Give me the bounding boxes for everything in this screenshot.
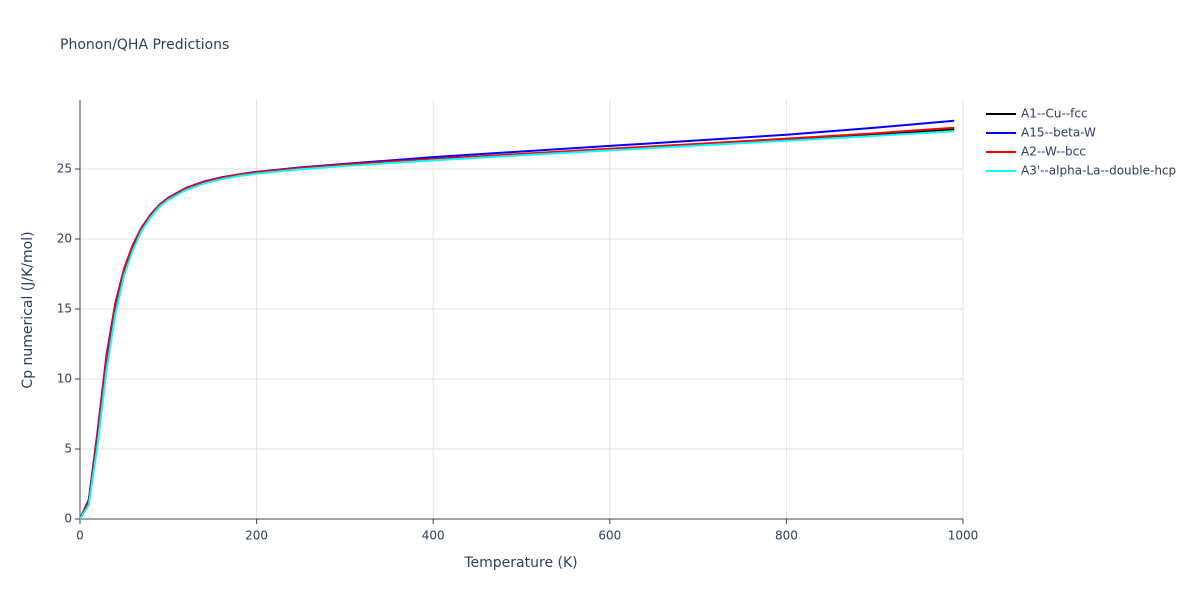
y-tick-label: 5 bbox=[64, 442, 72, 456]
series-line bbox=[79, 130, 955, 520]
y-tick-label: 10 bbox=[57, 372, 72, 386]
x-tick-label: 200 bbox=[245, 529, 268, 543]
x-tick-label: 800 bbox=[775, 529, 798, 543]
y-tick-label: 0 bbox=[64, 512, 72, 526]
x-tick-label: 400 bbox=[422, 529, 445, 543]
y-tick-label: 25 bbox=[57, 162, 72, 176]
x-tick-label: 1000 bbox=[948, 529, 979, 543]
series-line bbox=[79, 126, 955, 520]
y-tick-label: 20 bbox=[57, 232, 72, 246]
legend-label: A3'--alpha-La--double-hcp bbox=[1021, 164, 1176, 178]
x-tick-label: 600 bbox=[598, 529, 621, 543]
legend-label: A15--beta-W bbox=[1021, 126, 1096, 140]
series-line bbox=[79, 128, 955, 520]
y-tick-label: 15 bbox=[57, 302, 72, 316]
x-axis-title: Temperature (K) bbox=[463, 555, 577, 571]
legend-label: A1--Cu--fcc bbox=[1021, 107, 1088, 121]
chart-title: Phonon/QHA Predictions bbox=[60, 37, 229, 53]
x-tick-label: 0 bbox=[76, 529, 84, 543]
y-axis-title: Cp numerical (J/K/mol) bbox=[20, 231, 36, 388]
legend-label: A2--W--bcc bbox=[1021, 145, 1086, 159]
